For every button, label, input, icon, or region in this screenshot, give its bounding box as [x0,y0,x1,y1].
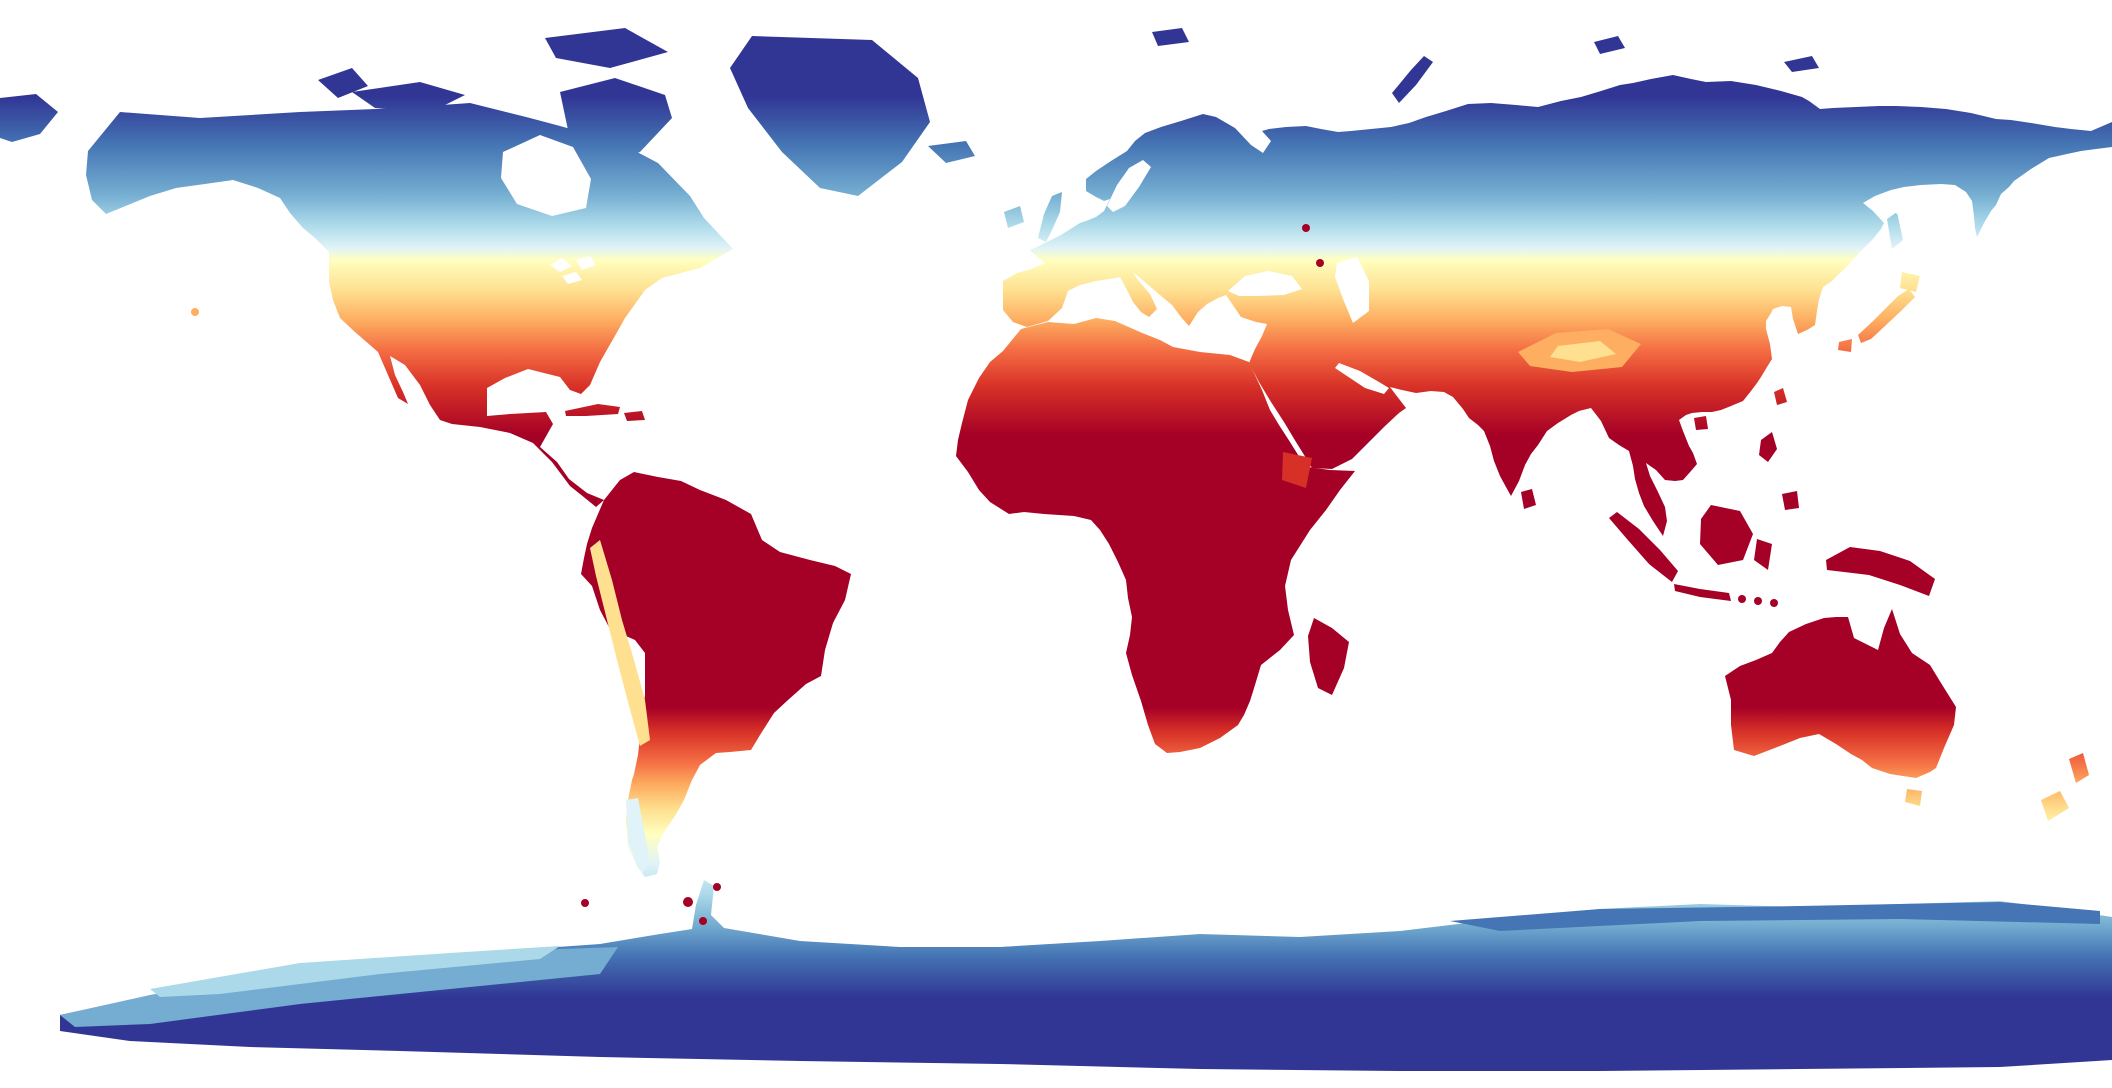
mindanao [1782,491,1799,510]
madagascar [1308,618,1349,695]
antarctic-peninsula-speck-1 [683,897,693,907]
honshu [1858,289,1915,343]
great-britain [1038,192,1062,242]
hispaniola [624,411,645,421]
sri-lanka [1521,489,1536,509]
great-lake-erie [562,272,582,284]
chukotka-left-edge [0,94,58,142]
antarctica-west-light-blue [60,947,618,1027]
greenland [730,36,930,196]
sumatra [1609,512,1678,582]
java [1674,584,1731,601]
ireland [1004,206,1024,228]
borneo [1700,505,1753,565]
banks-island [318,68,368,98]
lesser-sunda-speck-1 [1738,595,1746,603]
ethiopian-highlands-anomaly [1282,452,1312,488]
australia [1725,609,1956,778]
severnaya-zemlya [1594,36,1625,54]
antarctic-peninsula-speck-3 [713,883,721,891]
new-siberian-islands [1784,56,1819,72]
persian-gulf [1335,363,1389,394]
central-asia-speck-2 [1316,259,1324,267]
svalbard [1152,28,1189,46]
africa [956,318,1355,753]
lesser-sunda-speck-2 [1754,597,1762,605]
ellesmere-island [545,28,668,68]
cuba [565,404,620,416]
taiwan [1774,388,1787,405]
central-asia-speck-1 [1302,224,1310,232]
southern-chile-cool-stripe [626,798,650,874]
great-lake-superior [550,258,572,272]
baffin-island [560,78,672,162]
antarctica-west-pale-rim [150,946,560,997]
tasmania [1905,789,1922,806]
iceland [928,141,975,163]
eurasia [1003,75,2112,536]
tibetan-plateau-core [1550,341,1616,362]
south-america [581,472,851,877]
hawaii-speck [191,308,199,316]
great-lake-huron [576,256,596,270]
andes-cool-stripe [590,540,650,746]
north-america [86,103,733,507]
caspian-sea [1335,257,1369,323]
antarctica-east-coast-rim [1450,902,2100,931]
sulawesi [1754,539,1772,570]
hokkaido [1900,272,1920,292]
antarctic-peninsula-speck-2 [699,917,707,925]
sakhalin [1887,212,1903,249]
luzon [1759,432,1777,462]
baltic-sea [1107,160,1151,212]
hainan [1694,416,1708,430]
sea-of-okhotsk [1884,192,1961,223]
new-zealand-south [2041,791,2069,821]
new-zealand-north [2069,753,2089,783]
kyushu [1838,339,1852,352]
victoria-island [352,82,465,112]
new-guinea [1826,547,1935,596]
antarctic-coast-speck [581,899,589,907]
black-sea [1228,271,1302,296]
novaya-zemlya [1392,56,1433,103]
antarctica [60,880,2112,1071]
lesser-sunda-speck-3 [1770,599,1778,607]
hudson-bay [501,135,591,216]
